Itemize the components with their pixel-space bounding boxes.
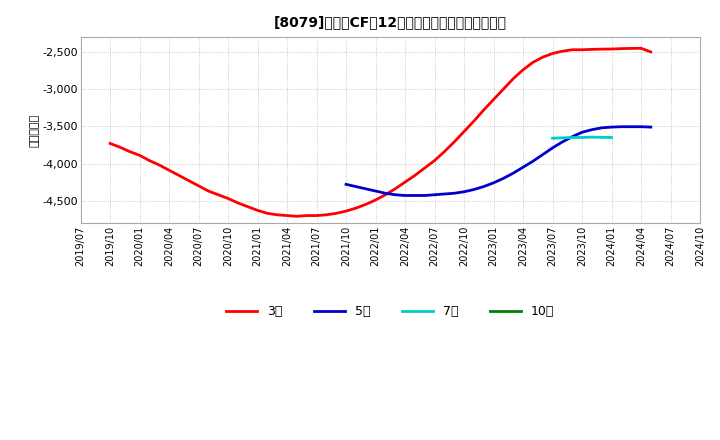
5年 [607, 125, 616, 130]
7年 [548, 136, 557, 141]
3年 [292, 214, 301, 219]
5年 [647, 125, 655, 130]
5年 [469, 187, 478, 192]
5年 [342, 182, 351, 187]
5年 [598, 125, 606, 131]
5年 [391, 192, 400, 198]
7年 [568, 135, 577, 140]
3年 [636, 46, 645, 51]
5年 [568, 134, 577, 139]
3年 [312, 213, 321, 218]
7年 [607, 135, 616, 140]
5年 [627, 124, 636, 129]
Line: 5年: 5年 [346, 127, 651, 195]
5年 [401, 193, 410, 198]
5年 [528, 159, 537, 164]
Title: [8079]　投資CFだ12か月移動合計の平均値の推移: [8079] 投資CFだ12か月移動合計の平均値の推移 [274, 15, 507, 29]
Legend: 3年, 5年, 7年, 10年: 3年, 5年, 7年, 10年 [221, 300, 559, 323]
5年 [489, 180, 498, 186]
5年 [431, 192, 439, 198]
5年 [351, 184, 360, 189]
3年 [450, 139, 459, 145]
5年 [518, 165, 527, 170]
7年 [577, 135, 586, 140]
3年 [469, 118, 478, 124]
5年 [440, 191, 449, 197]
3年 [528, 60, 537, 65]
5年 [588, 127, 596, 132]
5年 [420, 193, 429, 198]
5年 [548, 145, 557, 150]
3年 [116, 144, 125, 150]
Line: 7年: 7年 [552, 137, 611, 138]
5年 [480, 184, 488, 189]
5年 [459, 189, 468, 194]
5年 [617, 124, 626, 129]
5年 [410, 193, 419, 198]
5年 [509, 171, 518, 176]
5年 [636, 124, 645, 129]
3年 [106, 141, 114, 146]
5年 [499, 176, 508, 181]
5年 [372, 188, 380, 194]
3年 [420, 165, 429, 171]
5年 [450, 191, 459, 196]
5年 [361, 186, 370, 191]
5年 [558, 139, 567, 145]
7年 [598, 135, 606, 140]
5年 [577, 130, 586, 135]
Y-axis label: （百万円）: （百万円） [30, 114, 40, 147]
7年 [588, 135, 596, 140]
Line: 3年: 3年 [110, 48, 651, 216]
3年 [647, 49, 655, 55]
5年 [381, 191, 390, 196]
5年 [539, 152, 547, 157]
7年 [558, 135, 567, 140]
